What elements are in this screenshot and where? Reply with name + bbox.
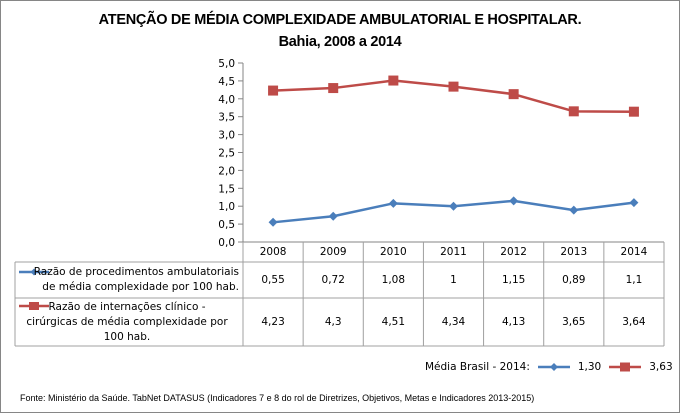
- series-name-line: Razão de procedimentos ambulatoriais: [33, 266, 239, 278]
- series-name-line: 100 hab.: [103, 330, 151, 343]
- y-tick-label: 4,0: [218, 94, 235, 106]
- series-name-line: de média complexidade por 100 hab.: [42, 281, 239, 293]
- chart-title: ATENÇÃO DE MÉDIA COMPLEXIDADE AMBULATORI…: [98, 12, 582, 28]
- data-table-value: 3,65: [562, 316, 586, 328]
- brazil-average-label: Média Brasil - 2014:: [425, 361, 530, 373]
- x-tick-label: 2013: [560, 246, 588, 258]
- brazil-average-annotation: Média Brasil - 2014: 1,30 3,63: [425, 361, 673, 373]
- data-point-square: [388, 75, 399, 86]
- y-tick-label: 1,5: [218, 183, 235, 195]
- data-table-value: 4,34: [441, 316, 466, 328]
- y-tick-label: 5,0: [218, 58, 235, 70]
- y-tick-label: 0,0: [218, 237, 235, 249]
- data-point-square: [268, 85, 279, 96]
- data-point-diamond: [629, 198, 639, 208]
- data-point-square: [568, 106, 579, 117]
- data-point-diamond: [449, 201, 458, 211]
- data-table-value: 0,72: [321, 274, 345, 286]
- blue-diamond-legend-icon: [537, 363, 570, 371]
- x-tick-label: 2011: [440, 246, 467, 258]
- red-square-legend-icon: [609, 362, 642, 372]
- brazil-average-value-2: 3,63: [649, 361, 673, 373]
- data-point-diamond: [569, 205, 579, 215]
- data-point-diamond: [388, 198, 398, 208]
- legend-key-diamond-icon: [30, 268, 38, 276]
- source-note: Fonte: Ministério da Saúde. TabNet DATAS…: [20, 393, 535, 403]
- x-tick-label: 2012: [500, 246, 527, 258]
- y-tick-label: 3,5: [218, 112, 235, 124]
- data-point-square: [448, 81, 459, 92]
- data-point-diamond: [328, 211, 338, 221]
- x-tick-label: 2014: [620, 246, 648, 258]
- data-table-value: 0,55: [261, 274, 285, 286]
- chart-subtitle: Bahia, 2008 a 2014: [278, 34, 402, 50]
- series-name-line: cirúrgicas de média complexidade por: [26, 315, 228, 328]
- y-tick-label: 3,0: [218, 130, 235, 142]
- data-table-value: 1: [450, 274, 457, 286]
- y-tick-label: 2,5: [218, 148, 235, 160]
- data-table-value: 4,51: [381, 316, 406, 328]
- x-tick-label: 2009: [319, 246, 347, 258]
- brazil-average-value-1: 1,30: [577, 361, 602, 373]
- series-name-line: Razão de internações clínico -: [48, 300, 206, 313]
- data-point-diamond: [509, 196, 519, 206]
- x-tick-label: 2010: [379, 246, 407, 258]
- x-tick-label: 2008: [259, 246, 287, 258]
- y-tick-label: 0,5: [218, 219, 235, 231]
- data-point-square: [328, 83, 339, 94]
- data-table-value: 4,23: [261, 316, 285, 328]
- y-tick-label: 1,0: [218, 201, 235, 213]
- data-table-value: 0,89: [562, 274, 586, 286]
- data-table-value: 4,13: [501, 316, 526, 328]
- y-tick-label: 2,0: [218, 165, 235, 177]
- data-table-value: 1,15: [501, 274, 526, 286]
- data-point-square: [508, 89, 519, 100]
- data-table-value: 1,1: [625, 274, 643, 286]
- data-table-value: 3,64: [622, 316, 646, 328]
- data-table-value: 4,3: [324, 316, 342, 328]
- data-point-diamond: [268, 217, 278, 227]
- y-tick-label: 4,5: [218, 76, 235, 88]
- legend-key-square-icon: [29, 302, 39, 310]
- data-point-square: [628, 106, 639, 117]
- data-table-value: 1,08: [381, 274, 406, 286]
